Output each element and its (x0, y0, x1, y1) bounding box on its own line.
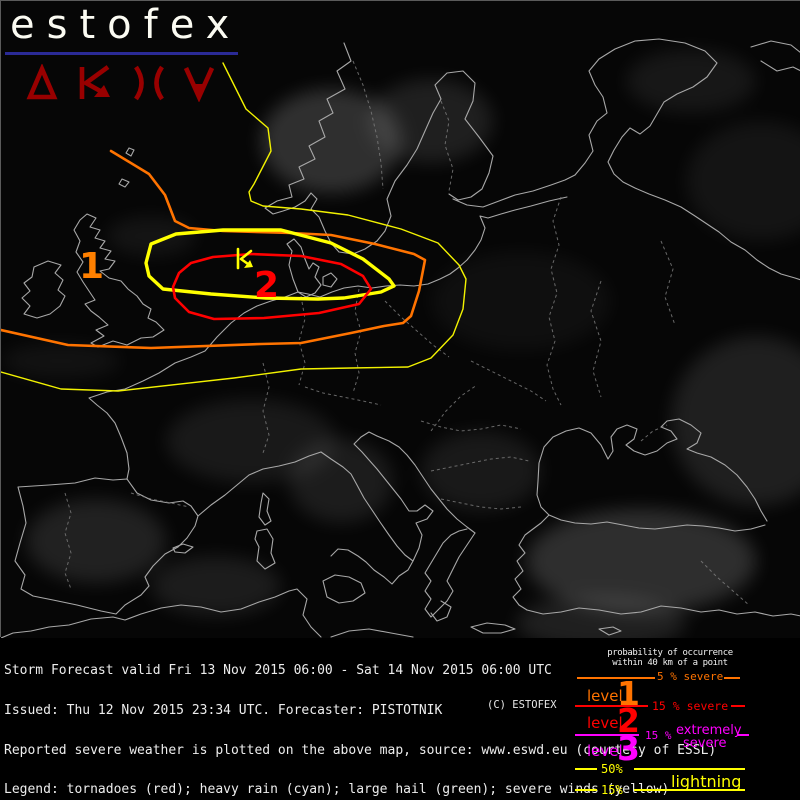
coast-shetland (125, 147, 135, 157)
coast-greece (424, 528, 476, 618)
level3-threshold-word2: severe (683, 736, 727, 751)
coast-italy-west (320, 451, 414, 585)
footer-legend-line: Legend: tornadoes (red); heavy rain (cya… (4, 782, 670, 798)
level1-contour (1, 149, 427, 350)
level3-threshold-pct: 15 % (645, 729, 672, 742)
coast-corsica (258, 492, 272, 526)
coast-faroe (118, 178, 130, 188)
coast-west-europe (88, 291, 299, 480)
lightning-15-contour (1, 62, 467, 392)
level1-line-left (577, 677, 655, 679)
coast-great-britain (73, 213, 165, 348)
coast-crete (470, 622, 516, 634)
level2-number: 2 (617, 701, 640, 740)
coast-arctic-islands (750, 40, 800, 72)
tornado-icon (26, 64, 58, 100)
level2-contour (171, 252, 373, 321)
logo-weather-symbols (26, 64, 215, 102)
level2-line-left (575, 705, 648, 707)
coast-libya (330, 628, 414, 638)
legend-header-line1: probability of occurrence (607, 648, 733, 658)
level1-number: 1 (617, 674, 640, 713)
coast-turkey-south (526, 605, 800, 617)
coast-blacksea-south (536, 480, 766, 532)
coast-iberia (14, 477, 199, 615)
coastline-layer (1, 38, 800, 638)
footer-valid-line: Storm Forecast valid Fri 13 Nov 2015 06:… (4, 663, 552, 679)
coast-cyprus (598, 626, 622, 636)
level1-area-label: 1 (79, 246, 104, 287)
coast-sweden-finland (352, 70, 494, 255)
level3-word: level (587, 742, 623, 760)
lightning50-line-right (634, 768, 745, 770)
lightning-arrow-icon (79, 65, 110, 99)
level1-line-right (724, 677, 740, 679)
coast-sardinia (254, 528, 276, 570)
lightning-k-icon (236, 247, 253, 270)
coast-gulf-of-finland (452, 174, 576, 208)
legend-header-line2: within 40 km of a point (612, 658, 728, 668)
border-layer (64, 60, 750, 606)
coast-sicily (322, 574, 366, 604)
lightning-word: lightning (671, 772, 742, 791)
hail-icon (134, 65, 164, 101)
coast-kola-whitesea (574, 38, 800, 281)
coast-north-africa (1, 588, 322, 638)
coast-balkan-adriatic (376, 435, 476, 534)
level2-area-label: 2 (254, 265, 279, 306)
coast-turkey-west (512, 514, 550, 611)
coast-balearics (172, 543, 194, 554)
level3-threshold-word1: extremely (676, 723, 742, 738)
footer-source-line: Reported severe weather is plotted on th… (4, 742, 717, 758)
forecast-footer-text: Storm Forecast valid Fri 13 Nov 2015 06:… (4, 638, 716, 800)
lightning15-line-right (634, 789, 745, 791)
level3-line-right (737, 734, 749, 736)
level2-line-right (731, 705, 745, 707)
lightning50-pct: 50% (601, 762, 623, 776)
level1-threshold-label: 5 % severe (657, 670, 724, 683)
level3-number: 3 (617, 729, 640, 768)
estofex-logo: estofex (10, 2, 242, 48)
coast-norway (264, 42, 354, 255)
severe-wind-icon (183, 67, 215, 102)
lightning50-line-left (575, 768, 597, 770)
coast-italy-east (353, 431, 434, 562)
level2-threshold-label: 15 % severe (652, 699, 729, 713)
europe-satellite-map: 1 2 (0, 0, 800, 638)
coast-denmark (286, 238, 322, 298)
coast-baltic (297, 196, 568, 298)
lightning-50-contour (144, 228, 396, 301)
lightning15-pct: 15% (601, 783, 623, 797)
lightning15-line-left (575, 789, 597, 791)
coast-peloponnese (430, 600, 452, 622)
level3-line-left (575, 734, 639, 736)
coast-danish-isles (322, 272, 338, 288)
map-canvas: 1 2 (1, 1, 800, 638)
coast-ireland (21, 260, 66, 319)
logo-underline (5, 52, 238, 55)
level1-word: level (587, 687, 623, 705)
coast-blacksea-north (537, 418, 768, 522)
footer-issued-line: Issued: Thu 12 Nov 2015 23:34 UTC. Forec… (4, 703, 443, 719)
coast-france-med (197, 451, 322, 517)
level2-word: level (587, 714, 623, 732)
forecast-contours: 1 2 (1, 62, 467, 392)
copyright-label: (C) ESTOFEX (487, 699, 557, 711)
